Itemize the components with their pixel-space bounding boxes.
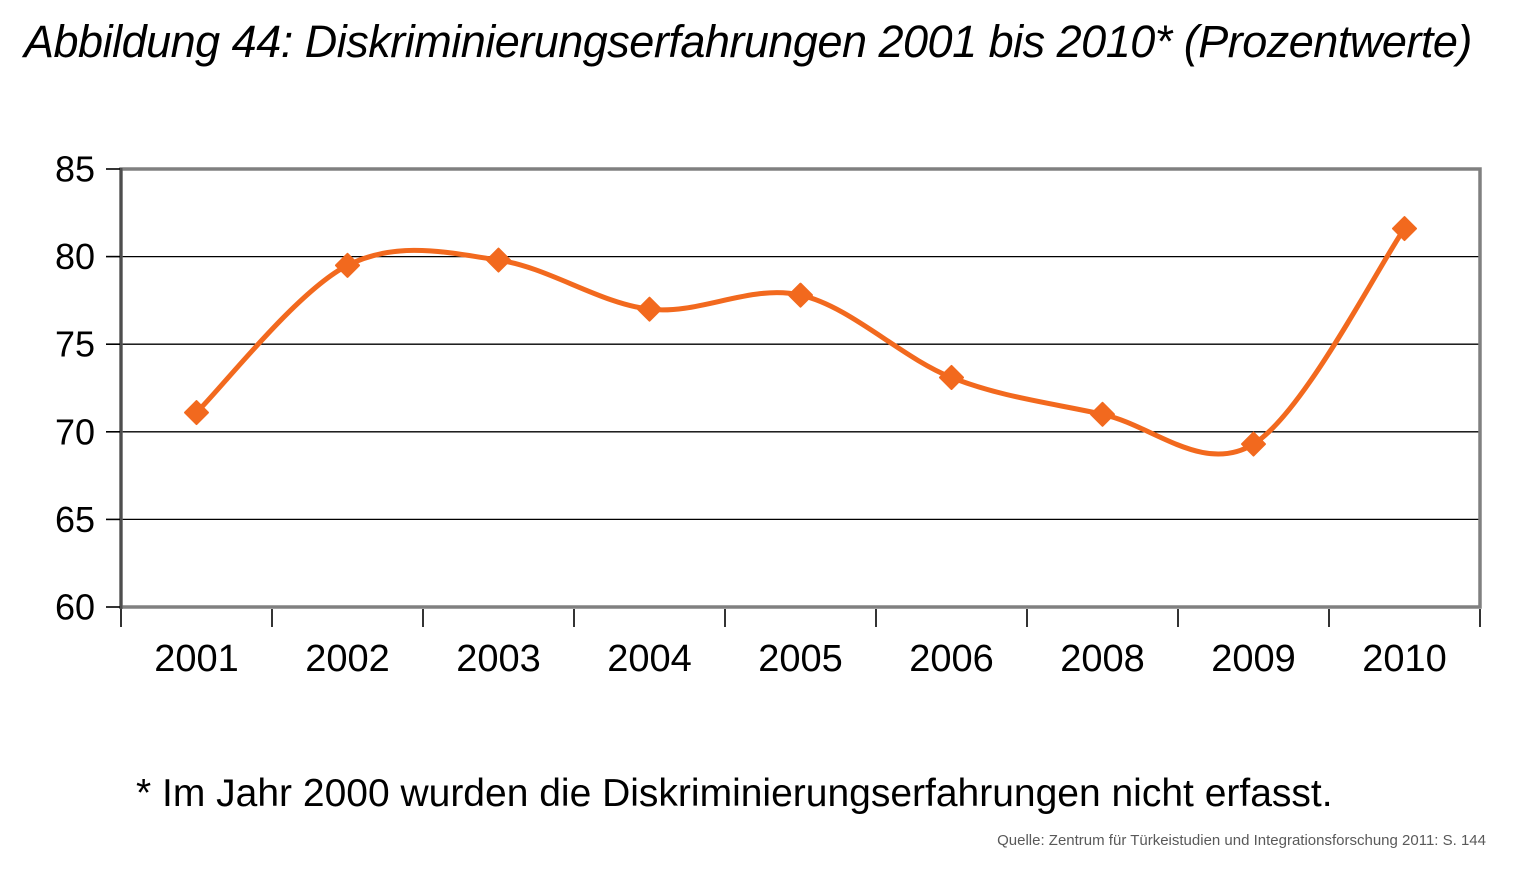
line-chart: 60 65 70 75 80 85 2001 2002 2003 2004 2005 2006 2008… <box>55 149 1482 680</box>
data-point-marker-2010 <box>1392 216 1417 242</box>
plot-border <box>119 167 1482 609</box>
page-title: Abbildung 44: Diskriminierungserfahrunge… <box>24 16 1472 67</box>
data-point-marker-2004 <box>637 296 662 322</box>
x-tick-label-2008: 2008 <box>1060 638 1145 680</box>
x-tick-label-2004: 2004 <box>607 638 692 680</box>
y-tick-label-75: 75 <box>55 324 95 365</box>
data-point-marker-2006 <box>939 364 964 390</box>
y-tick-label-85: 85 <box>55 149 95 190</box>
data-point-marker-2002 <box>335 252 360 278</box>
data-point-marker-2001 <box>184 400 209 426</box>
x-tick-label-2010: 2010 <box>1362 638 1447 680</box>
y-tick-label-70: 70 <box>55 411 95 452</box>
x-tick-label-2009: 2009 <box>1211 638 1296 680</box>
series-line <box>194 226 1407 457</box>
data-point-marker-2008 <box>1090 401 1115 427</box>
footnote: * Im Jahr 2000 wurden die Diskriminierun… <box>136 772 1333 815</box>
x-tick-label-2003: 2003 <box>456 638 541 680</box>
y-tick-label-65: 65 <box>55 499 95 540</box>
data-point-marker-2005 <box>788 282 813 308</box>
data-point-marker-2003 <box>486 247 511 273</box>
source-note: Quelle: Zentrum für Türkeistudien und In… <box>997 832 1486 849</box>
x-tick-label-2005: 2005 <box>758 638 843 680</box>
x-tick-label-2002: 2002 <box>305 638 390 680</box>
data-point-marker-2009 <box>1241 431 1266 457</box>
y-tick-label-60: 60 <box>55 587 95 628</box>
x-tick-label-2001: 2001 <box>154 638 239 680</box>
y-tick-label-80: 80 <box>55 236 95 277</box>
x-tick-label-2006: 2006 <box>909 638 994 680</box>
